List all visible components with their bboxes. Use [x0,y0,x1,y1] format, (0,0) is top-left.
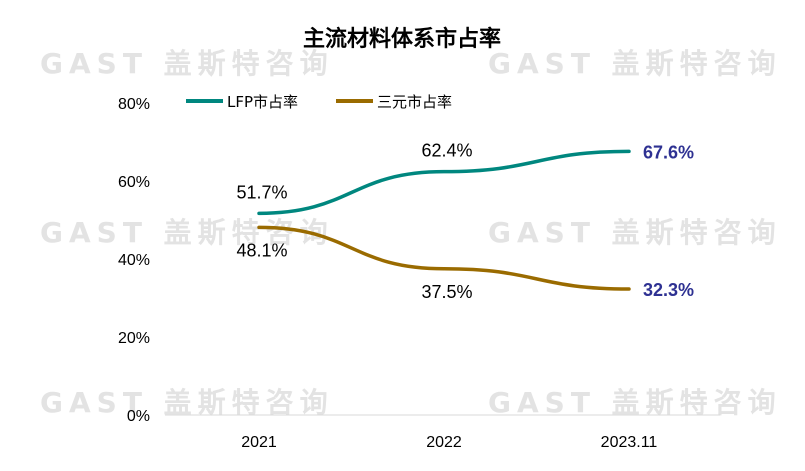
y-tick-label: 0% [127,408,150,425]
data-label: 67.6% [643,142,694,162]
y-axis: 0% 20% 40% 60% 80% [118,96,150,425]
x-tick-label: 2021 [241,434,277,451]
watermark-text: GAST 盖斯特咨询 [40,386,334,419]
y-tick-label: 60% [118,174,150,191]
data-label: 37.5% [421,282,472,302]
y-tick-label: 40% [118,252,150,269]
ncm-series-line [257,225,631,291]
data-label: 62.4% [421,141,472,161]
data-label: 48.1% [236,240,287,260]
watermark-text: GAST 盖斯特咨询 [488,216,782,249]
x-tick-label: 2022 [426,434,462,451]
data-labels: 51.7% 62.4% 67.6% 48.1% 37.5% 32.3% [236,141,694,302]
legend: LFP市占率 三元市占率 [186,93,452,111]
x-tick-label: 2023.11 [601,434,658,451]
watermark-group: GAST 盖斯特咨询 GAST 盖斯特咨询 GAST 盖斯特咨询 GAST 盖斯特咨询… [40,47,782,419]
watermark-text: GAST 盖斯特咨询 [488,386,782,419]
y-tick-label: 20% [118,330,150,347]
y-tick-label: 80% [118,96,150,113]
data-label: 51.7% [236,182,287,202]
chart-title: 主流材料体系市占率 [303,26,501,52]
watermark-text: GAST 盖斯特咨询 [488,47,782,80]
data-label: 32.3% [643,280,694,300]
series-group [257,149,631,291]
watermark-text: GAST 盖斯特咨询 [40,216,334,249]
legend-label: 三元市占率 [377,93,452,111]
watermark-text: GAST 盖斯特咨询 [40,47,334,80]
legend-label: LFP市占率 [227,93,298,111]
lfp-series-line [257,149,631,216]
x-axis: 2021 2022 2023.11 [241,434,657,451]
